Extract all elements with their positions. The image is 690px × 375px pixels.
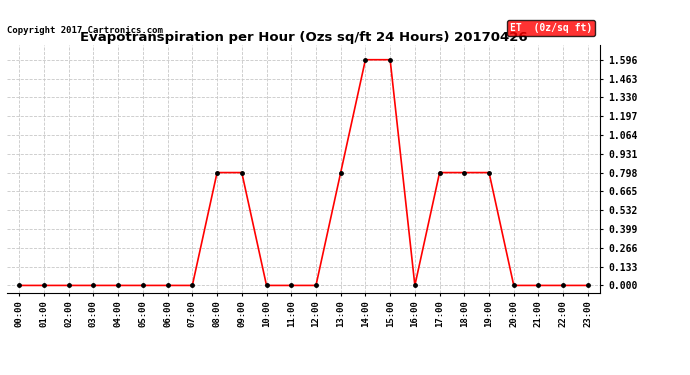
Legend: ET  (0z/sq ft): ET (0z/sq ft) — [507, 20, 595, 36]
Text: Copyright 2017 Cartronics.com: Copyright 2017 Cartronics.com — [7, 26, 163, 35]
Title: Evapotranspiration per Hour (Ozs sq/ft 24 Hours) 20170426: Evapotranspiration per Hour (Ozs sq/ft 2… — [80, 31, 527, 44]
